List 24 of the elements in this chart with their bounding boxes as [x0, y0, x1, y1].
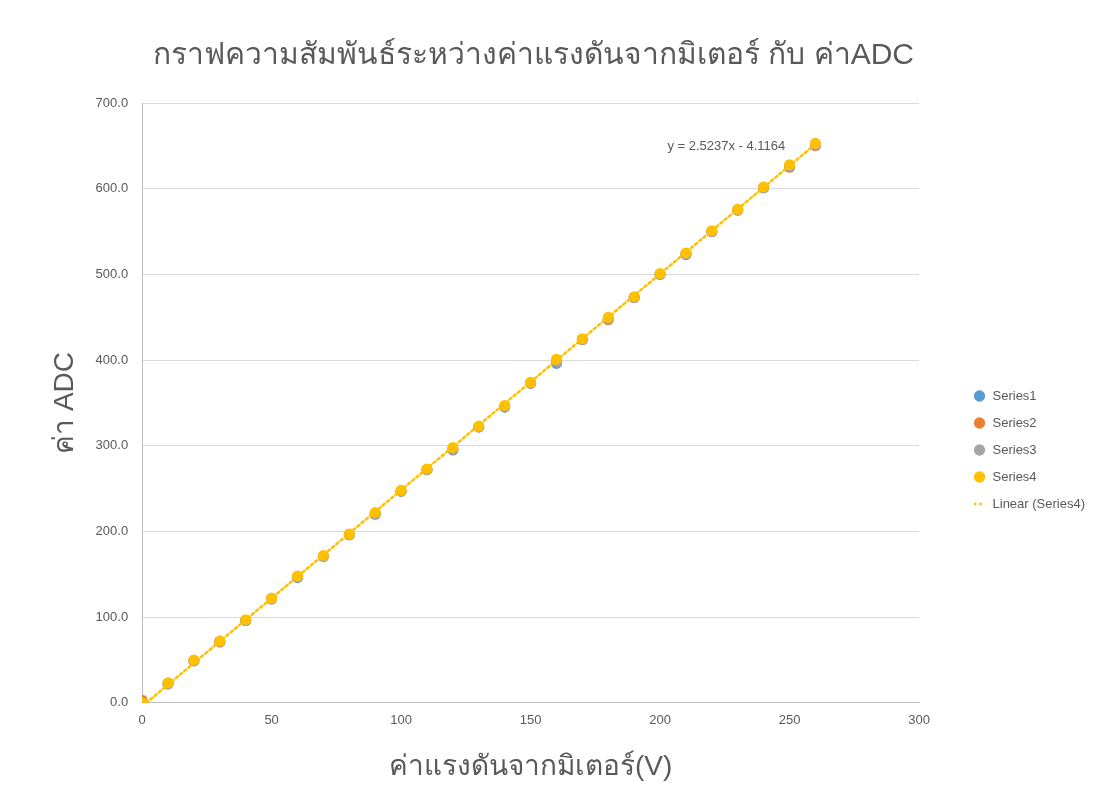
x-tick-label: 100: [390, 712, 412, 728]
x-tick-label: 150: [519, 712, 542, 728]
x-tick-label: 50: [264, 712, 279, 728]
y-tick-label: 600.0: [95, 180, 129, 196]
legend-label: Series1: [992, 387, 1037, 403]
x-tick-label: 250: [778, 712, 801, 728]
legend-label: Series4: [992, 468, 1037, 484]
x-axis-title: ค่าแรงดันจากมิเตอร์(V): [388, 749, 673, 781]
annotation: y = 2.5237x - 4.1164: [667, 137, 786, 153]
y-tick-label: 300.0: [95, 437, 129, 453]
y-tick-label: 400.0: [95, 351, 129, 367]
y-tick-label: 100.0: [95, 608, 129, 624]
x-tick-label: 0: [138, 712, 146, 728]
chart-title: กราฟความสัมพันธ์ระหว่างค่าแรงดันจากมิเตอร์ กับ ค่าADC: [152, 37, 915, 71]
legend-label: Series3: [992, 441, 1037, 457]
y-tick-label: 200.0: [95, 523, 129, 539]
legend-label: Linear (Series4): [992, 495, 1086, 511]
y-axis-title: ค่า ADC: [47, 351, 79, 454]
y-tick-label: 700.0: [95, 94, 129, 110]
x-tick-label: 200: [649, 712, 671, 728]
x-tick-label: 300: [908, 712, 930, 728]
y-tick-label: 0.0: [110, 694, 129, 710]
legend-label: Series2: [992, 414, 1037, 430]
y-tick-label: 500.0: [95, 265, 129, 281]
